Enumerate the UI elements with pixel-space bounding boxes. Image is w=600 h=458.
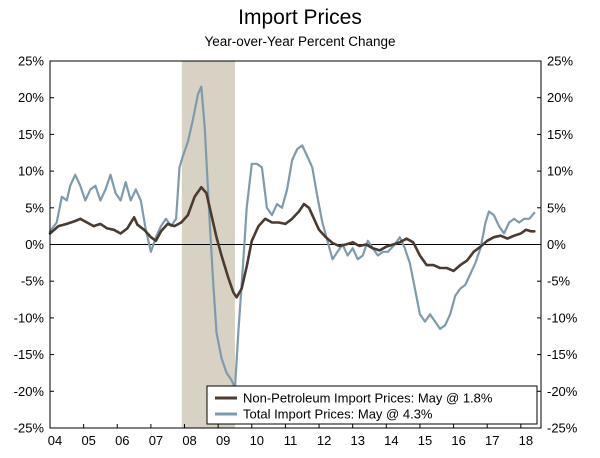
y-tick-label-left: -10% (14, 310, 45, 325)
series-line-total (48, 85, 536, 389)
x-tick-label: 13 (350, 433, 364, 448)
y-tick-label-left: -5% (21, 274, 45, 289)
y-tick-label-left: 10% (18, 164, 44, 179)
series-line-non-petroleum (48, 185, 536, 299)
x-tick-label: 06 (115, 433, 129, 448)
plot-frame (49, 60, 542, 429)
x-tick-label: 08 (182, 433, 196, 448)
legend-label: Total Import Prices: May @ 4.3% (243, 407, 433, 422)
y-tick-label-right: 10% (547, 164, 573, 179)
y-tick-label-right: -5% (547, 274, 571, 289)
x-tick-label: 11 (284, 433, 298, 448)
y-tick-label-left: 0% (25, 237, 44, 252)
legend-label: Non-Petroleum Import Prices: May @ 1.8% (243, 391, 493, 406)
x-tick-label: 09 (216, 433, 230, 448)
y-tick-label-left: -25% (14, 421, 45, 436)
x-tick-label: 10 (250, 433, 264, 448)
y-tick-label-right: -25% (547, 421, 578, 436)
x-tick-label: 15 (418, 433, 432, 448)
chart-subtitle: Year-over-Year Percent Change (204, 34, 396, 49)
x-tick-label: 05 (81, 433, 95, 448)
y-tick-label-left: 20% (18, 90, 44, 105)
y-tick-label-right: -20% (547, 384, 578, 399)
y-tick-label-left: 25% (18, 54, 44, 69)
chart-title: Import Prices (238, 6, 362, 29)
y-tick-label-right: 5% (547, 200, 566, 215)
y-tick-label-right: -15% (547, 347, 578, 362)
x-tick-label: 18 (519, 433, 533, 448)
y-tick-label-right: -10% (547, 310, 578, 325)
y-tick-label-right: 25% (547, 54, 573, 69)
y-tick-label-left: -15% (14, 347, 45, 362)
y-tick-label-left: -20% (14, 384, 45, 399)
y-tick-label-left: 5% (25, 200, 44, 215)
y-tick-label-right: 15% (547, 127, 573, 142)
x-tick-label: 17 (485, 433, 499, 448)
y-tick-label-right: 0% (547, 237, 566, 252)
x-tick-label: 14 (384, 433, 398, 448)
x-tick-label: 16 (451, 433, 465, 448)
y-tick-label-right: 20% (547, 90, 573, 105)
x-tick-label: 12 (317, 433, 331, 448)
y-tick-label-left: 15% (18, 127, 44, 142)
legend-box (206, 385, 538, 425)
x-tick-label: 07 (149, 433, 163, 448)
x-tick-label: 04 (48, 433, 62, 448)
